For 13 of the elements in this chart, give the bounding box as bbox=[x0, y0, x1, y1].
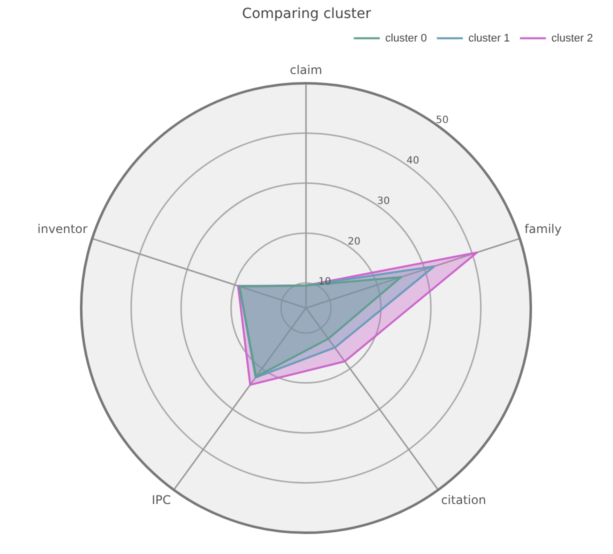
y-tick-label: 30 bbox=[377, 196, 390, 207]
y-tick-label: 20 bbox=[348, 236, 361, 248]
spoke-label: claim bbox=[290, 63, 322, 78]
y-tick-label: 40 bbox=[406, 155, 420, 166]
spoke-label: family bbox=[524, 222, 562, 236]
y-tick-label: 50 bbox=[436, 115, 449, 126]
legend-label: cluster 2 bbox=[551, 32, 594, 44]
legend-label: cluster 0 bbox=[385, 32, 427, 44]
chart-title: Comparing cluster bbox=[242, 6, 372, 22]
spoke-label: citation bbox=[441, 493, 486, 508]
spoke-label: IPC bbox=[152, 493, 171, 508]
legend-label: cluster 1 bbox=[468, 32, 510, 44]
spoke-label: inventor bbox=[37, 222, 88, 236]
